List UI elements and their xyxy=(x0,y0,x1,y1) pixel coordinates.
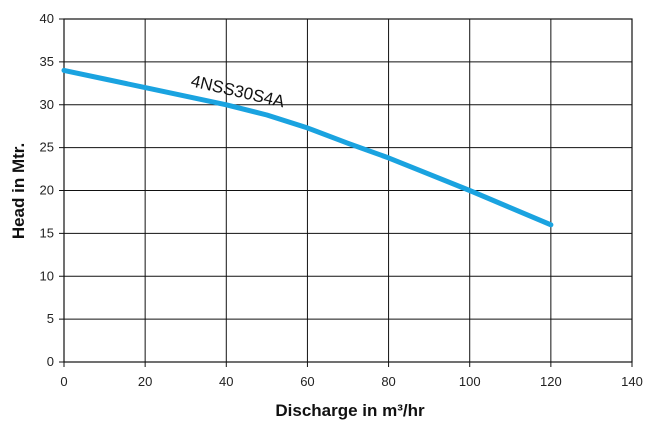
x-tick-label: 0 xyxy=(60,374,67,389)
y-tick-label: 25 xyxy=(40,140,54,155)
y-tick-label: 10 xyxy=(40,268,54,283)
x-tick-label: 40 xyxy=(219,374,233,389)
y-tick-label: 35 xyxy=(40,54,54,69)
y-axis-title: Head in Mtr. xyxy=(9,143,28,239)
y-tick-label: 5 xyxy=(47,311,54,326)
x-axis-title: Discharge in m³/hr xyxy=(275,401,425,420)
x-tick-label: 140 xyxy=(621,374,643,389)
x-tick-label: 80 xyxy=(381,374,395,389)
x-tick-label: 20 xyxy=(138,374,152,389)
grid xyxy=(59,18,633,367)
series-line xyxy=(61,67,554,228)
series-layer xyxy=(61,67,554,228)
ticks: 0 20 40 60 80 100 120 140 0 5 10 15 20 25 30 35 40 xyxy=(40,11,643,389)
y-tick-label: 20 xyxy=(40,183,54,198)
y-tick-label: 40 xyxy=(40,11,54,26)
x-tick-label: 60 xyxy=(300,374,314,389)
y-tick-label: 30 xyxy=(40,97,54,112)
y-tick-label: 0 xyxy=(47,354,54,369)
x-tick-label: 100 xyxy=(459,374,481,389)
x-tick-label: 120 xyxy=(540,374,562,389)
y-tick-label: 15 xyxy=(40,225,54,240)
